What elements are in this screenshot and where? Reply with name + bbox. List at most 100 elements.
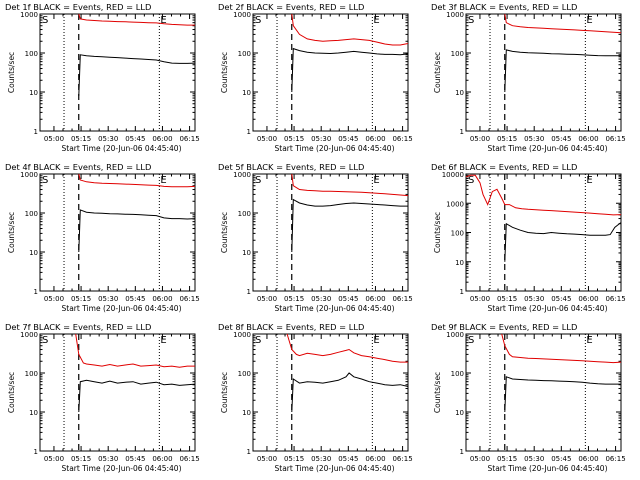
chart-panel: Det 6f BLACK = Events, RED = LLD S E 1 10 100…: [431, 162, 626, 313]
y-tick-label: 1: [460, 448, 464, 456]
x-tick-label: 05:15: [284, 135, 304, 143]
start-marker: S: [255, 175, 261, 186]
chart-title: Det 3f BLACK = Events, RED = LLD: [431, 2, 577, 12]
x-tick-label: 05:00: [44, 295, 64, 303]
chart-title: Det 4f BLACK = Events, RED = LLD: [5, 162, 151, 172]
x-axis-title: Start Time (20-Jun-06 04:45:40): [62, 304, 182, 313]
chart-title: Det 7f BLACK = Events, RED = LLD: [5, 322, 151, 332]
chart-panel: Det 8f BLACK = Events, RED = LLD S E 1 10 100…: [218, 322, 413, 473]
y-tick-label: 1000: [233, 171, 251, 179]
chart-panel: Det 9f BLACK = Events, RED = LLD S E 1 10 100…: [431, 322, 626, 473]
y-tick-label: 1000: [233, 331, 251, 339]
start-marker: S: [42, 175, 48, 186]
x-tick-label: 05:00: [44, 135, 64, 143]
chart-title: Det 6f BLACK = Events, RED = LLD: [431, 162, 577, 172]
events-series-line: [78, 209, 196, 253]
x-tick-label: 06:00: [578, 135, 598, 143]
x-tick-label: 06:00: [578, 295, 598, 303]
y-tick-label: 1: [247, 448, 251, 456]
y-tick-label: 10: [242, 249, 251, 257]
end-marker: E: [586, 175, 592, 186]
y-tick-label: 1000: [446, 11, 464, 19]
lld-series-line: [78, 173, 196, 188]
y-tick-label: 10000: [442, 171, 464, 179]
start-marker: S: [468, 175, 474, 186]
events-series-line: [291, 47, 409, 93]
y-tick-label: 1: [247, 288, 251, 296]
chart-title: Det 1f BLACK = Events, RED = LLD: [5, 2, 151, 12]
events-series-line: [291, 372, 409, 413]
y-tick-label: 1000: [20, 11, 38, 19]
y-tick-label: 10: [29, 409, 38, 417]
y-tick-label: 10: [455, 89, 464, 97]
x-tick-label: 05:15: [497, 455, 517, 463]
end-marker: E: [586, 15, 592, 26]
y-tick-label: 100: [238, 50, 251, 58]
x-tick-label: 05:45: [125, 295, 145, 303]
x-tick-label: 05:30: [524, 135, 544, 143]
lld-series-line: [501, 333, 622, 364]
plot-frame: [39, 333, 196, 452]
y-tick-label: 1: [460, 288, 464, 296]
x-tick-label: 05:00: [257, 295, 277, 303]
lld-series-line: [465, 174, 622, 216]
chart-panel: Det 3f BLACK = Events, RED = LLD S E 1 10 100…: [431, 2, 626, 153]
chart-panel: Det 5f BLACK = Events, RED = LLD S E 1 10 100…: [218, 162, 413, 313]
events-series-line: [291, 198, 408, 253]
events-series-line: [504, 49, 621, 93]
y-tick-label: 10: [29, 249, 38, 257]
y-tick-label: 100: [451, 370, 464, 378]
end-marker: E: [586, 335, 592, 346]
y-tick-label: 100: [25, 370, 38, 378]
end-marker: E: [160, 175, 166, 186]
y-axis-title: Counts/sec: [433, 212, 442, 253]
x-tick-label: 06:15: [179, 135, 199, 143]
x-tick-label: 05:15: [497, 295, 517, 303]
plot-frame: [39, 13, 196, 132]
x-tick-label: 05:00: [44, 455, 64, 463]
y-axis-title: Counts/sec: [220, 212, 229, 253]
end-marker: E: [160, 335, 166, 346]
y-tick-label: 1: [34, 128, 38, 136]
y-tick-label: 100: [25, 50, 38, 58]
x-axis-title: Start Time (20-Jun-06 04:45:40): [62, 464, 182, 473]
x-tick-label: 05:45: [338, 455, 358, 463]
x-tick-label: 05:00: [257, 135, 277, 143]
x-tick-label: 06:00: [365, 135, 385, 143]
y-tick-label: 1: [460, 128, 464, 136]
x-axis-title: Start Time (20-Jun-06 04:45:40): [275, 464, 395, 473]
start-marker: S: [468, 15, 474, 26]
y-axis-title: Counts/sec: [7, 212, 16, 253]
end-marker: E: [373, 15, 379, 26]
x-tick-label: 06:15: [392, 135, 412, 143]
plot-frame: [252, 13, 409, 132]
chart-panel: Det 2f BLACK = Events, RED = LLD S E 1 10 100…: [218, 2, 413, 153]
y-tick-label: 100: [451, 230, 464, 238]
x-tick-label: 05:00: [470, 455, 490, 463]
y-axis-title: Counts/sec: [220, 372, 229, 413]
chart-title: Det 2f BLACK = Events, RED = LLD: [218, 2, 364, 12]
lld-series-line: [291, 13, 409, 46]
y-tick-label: 1: [34, 448, 38, 456]
events-series-line: [504, 222, 622, 262]
start-marker: S: [42, 15, 48, 26]
x-tick-label: 05:15: [71, 295, 91, 303]
events-series-line: [78, 379, 196, 413]
x-tick-label: 06:00: [152, 135, 172, 143]
x-tick-label: 05:30: [524, 295, 544, 303]
x-tick-label: 05:15: [284, 295, 304, 303]
x-tick-label: 06:00: [152, 455, 172, 463]
x-tick-label: 06:15: [605, 455, 625, 463]
x-tick-label: 05:45: [551, 135, 571, 143]
x-axis-title: Start Time (20-Jun-06 04:45:40): [62, 144, 182, 153]
x-tick-label: 06:00: [578, 455, 598, 463]
x-tick-label: 05:45: [338, 135, 358, 143]
y-axis-title: Counts/sec: [433, 372, 442, 413]
x-tick-label: 05:30: [311, 295, 331, 303]
x-tick-label: 06:00: [365, 295, 385, 303]
chart-title: Det 8f BLACK = Events, RED = LLD: [218, 322, 364, 332]
x-tick-label: 05:15: [284, 455, 304, 463]
x-tick-label: 05:15: [497, 135, 517, 143]
events-series-line: [504, 376, 621, 413]
